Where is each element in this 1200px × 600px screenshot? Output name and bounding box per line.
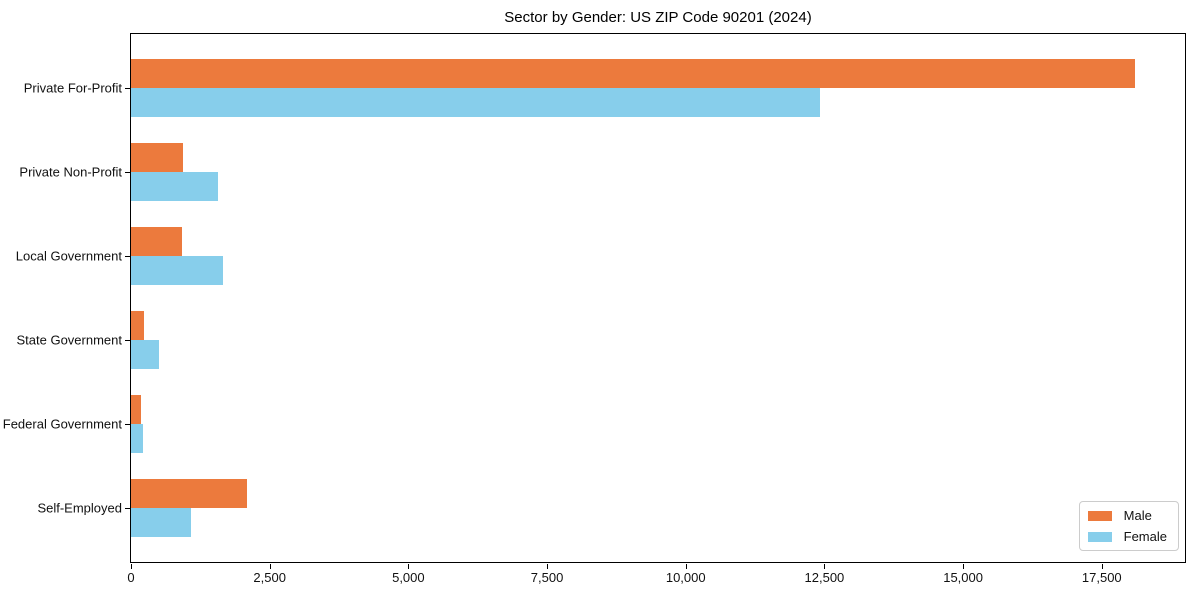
x-axis-tick xyxy=(685,563,687,569)
x-axis-tick-label: 5,000 xyxy=(392,570,425,585)
bar-male-state-government xyxy=(131,310,144,340)
legend-swatch-male xyxy=(1087,510,1112,521)
x-axis-tick-label: 17,500 xyxy=(1081,570,1122,585)
bar-female-private-non-profit xyxy=(131,171,218,201)
legend-item-male: Male xyxy=(1087,508,1167,523)
y-axis-tick xyxy=(124,171,130,173)
x-axis-tick-label: 2,500 xyxy=(253,570,286,585)
bar-male-private-for-profit xyxy=(131,58,1136,88)
bar-female-state-government xyxy=(131,339,159,369)
y-axis-category-label: State Government xyxy=(16,332,123,347)
x-axis-tick-label: 0 xyxy=(127,570,135,585)
x-axis-tick xyxy=(1101,563,1103,569)
y-axis-category-label: Private Non-Profit xyxy=(19,164,122,179)
bar-male-private-non-profit xyxy=(131,142,184,172)
y-axis-tick xyxy=(124,339,130,341)
bar-male-self-employed xyxy=(131,478,248,508)
legend-swatch-female xyxy=(1087,531,1112,542)
bar-male-local-government xyxy=(131,226,183,256)
x-axis-tick xyxy=(547,563,549,569)
y-axis-tick xyxy=(124,255,130,257)
bar-female-self-employed xyxy=(131,507,191,537)
x-axis-tick-label: 7,500 xyxy=(530,570,564,585)
x-axis-tick xyxy=(131,563,132,569)
legend-label-female: Female xyxy=(1123,529,1167,544)
bar-female-private-for-profit xyxy=(131,87,820,117)
bar-male-federal-government xyxy=(131,394,141,424)
legend: Male Female xyxy=(1078,501,1179,551)
x-axis-tick xyxy=(824,563,826,569)
y-axis-category-label: Self-Employed xyxy=(37,500,122,515)
bar-female-local-government xyxy=(131,255,223,285)
chart-title: Sector by Gender: US ZIP Code 90201 (202… xyxy=(504,9,812,26)
x-axis-tick xyxy=(269,563,271,569)
plot-area: 0 2,500 5,000 7,500 10,000 12,500 15,000 17,500… xyxy=(3,33,1186,585)
x-axis-tick xyxy=(963,563,965,569)
x-axis-tick-label: 10,000 xyxy=(665,570,706,585)
legend-item-female: Female xyxy=(1087,529,1167,544)
x-axis-tick xyxy=(408,563,410,569)
y-axis-tick xyxy=(124,507,130,509)
bar-female-federal-government xyxy=(131,423,144,453)
y-axis-category-label: Local Government xyxy=(15,248,122,263)
y-axis-category-label: Private For-Profit xyxy=(23,80,122,95)
x-axis-tick-label: 15,000 xyxy=(943,570,983,585)
x-axis-tick-label: 12,500 xyxy=(804,570,845,585)
legend-label-male: Male xyxy=(1123,508,1152,523)
y-axis-tick xyxy=(124,423,130,425)
y-axis-tick xyxy=(124,87,130,89)
y-axis-category-label: Federal Government xyxy=(2,416,122,431)
